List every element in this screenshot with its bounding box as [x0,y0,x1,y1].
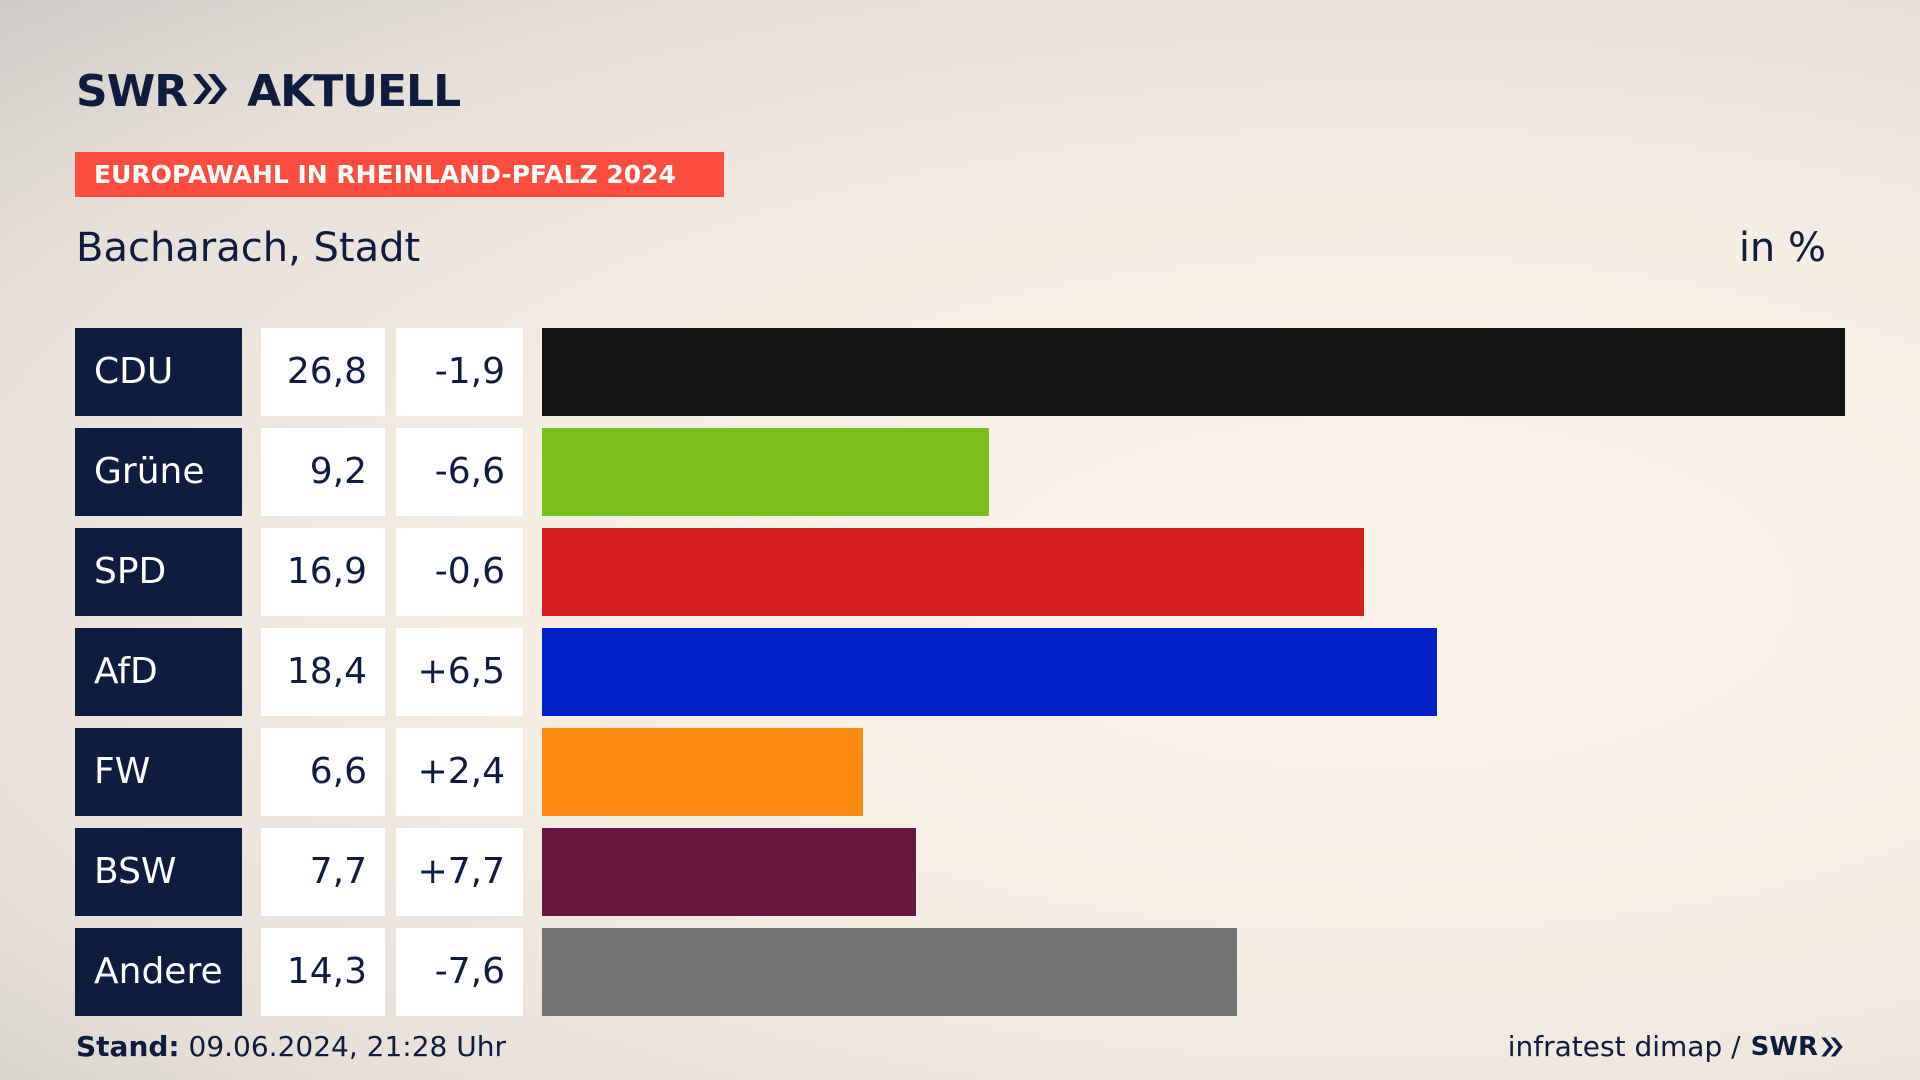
vote-change-value: +7,7 [396,828,523,916]
bar [542,628,1437,716]
source-brand: SWR [1750,1032,1818,1062]
vote-share-value: 26,8 [261,328,385,416]
vote-share-value: 9,2 [261,428,385,516]
timestamp: Stand: 09.06.2024, 21:28 Uhr [76,1030,506,1064]
timestamp-label: Stand: [76,1030,180,1063]
swr-aktuell-logo: SWR AKTUELL [76,66,461,118]
chart-row: FW 6,6 +2,4 [0,728,1920,816]
bar [542,928,1237,1016]
bar [542,328,1845,416]
party-label: BSW [75,828,242,916]
party-label: Grüne [75,428,242,516]
logo-swr-text: SWR [76,66,188,117]
chart-row: AfD 18,4 +6,5 [0,628,1920,716]
chart-row: Grüne 9,2 -6,6 [0,428,1920,516]
vote-share-value: 14,3 [261,928,385,1016]
vote-share-value: 7,7 [261,828,385,916]
party-label: AfD [75,628,242,716]
vote-change-value: -6,6 [396,428,523,516]
vote-change-value: -1,9 [396,328,523,416]
bar [542,528,1364,616]
party-label: CDU [75,328,242,416]
vote-change-value: -0,6 [396,528,523,616]
chart-row: SPD 16,9 -0,6 [0,528,1920,616]
logo-aktuell-text: AKTUELL [247,66,461,117]
vote-change-value: -7,6 [396,928,523,1016]
unit-label: in % [1738,225,1826,271]
timestamp-value: 09.06.2024, 21:28 Uhr [179,1030,506,1063]
chart-row: BSW 7,7 +7,7 [0,828,1920,916]
vote-share-value: 16,9 [261,528,385,616]
bar [542,828,916,916]
chart-row: CDU 26,8 -1,9 [0,328,1920,416]
election-banner: EUROPAWAHL IN RHEINLAND-PFALZ 2024 [75,152,724,197]
double-chevron-icon [191,66,229,118]
party-label: FW [75,728,242,816]
chart-row: Andere 14,3 -7,6 [0,928,1920,1016]
party-label: Andere [75,928,242,1016]
vote-change-value: +2,4 [396,728,523,816]
chart-subtitle: Bacharach, Stadt [76,225,421,271]
bar [542,728,863,816]
source-credit: infratest dimap / SWR [1508,1030,1844,1064]
vote-change-value: +6,5 [396,628,523,716]
source-text: infratest dimap / [1507,1030,1741,1063]
double-chevron-icon [1820,1036,1844,1058]
bar [542,428,989,516]
vote-share-value: 6,6 [261,728,385,816]
party-label: SPD [75,528,242,616]
vote-share-value: 18,4 [261,628,385,716]
